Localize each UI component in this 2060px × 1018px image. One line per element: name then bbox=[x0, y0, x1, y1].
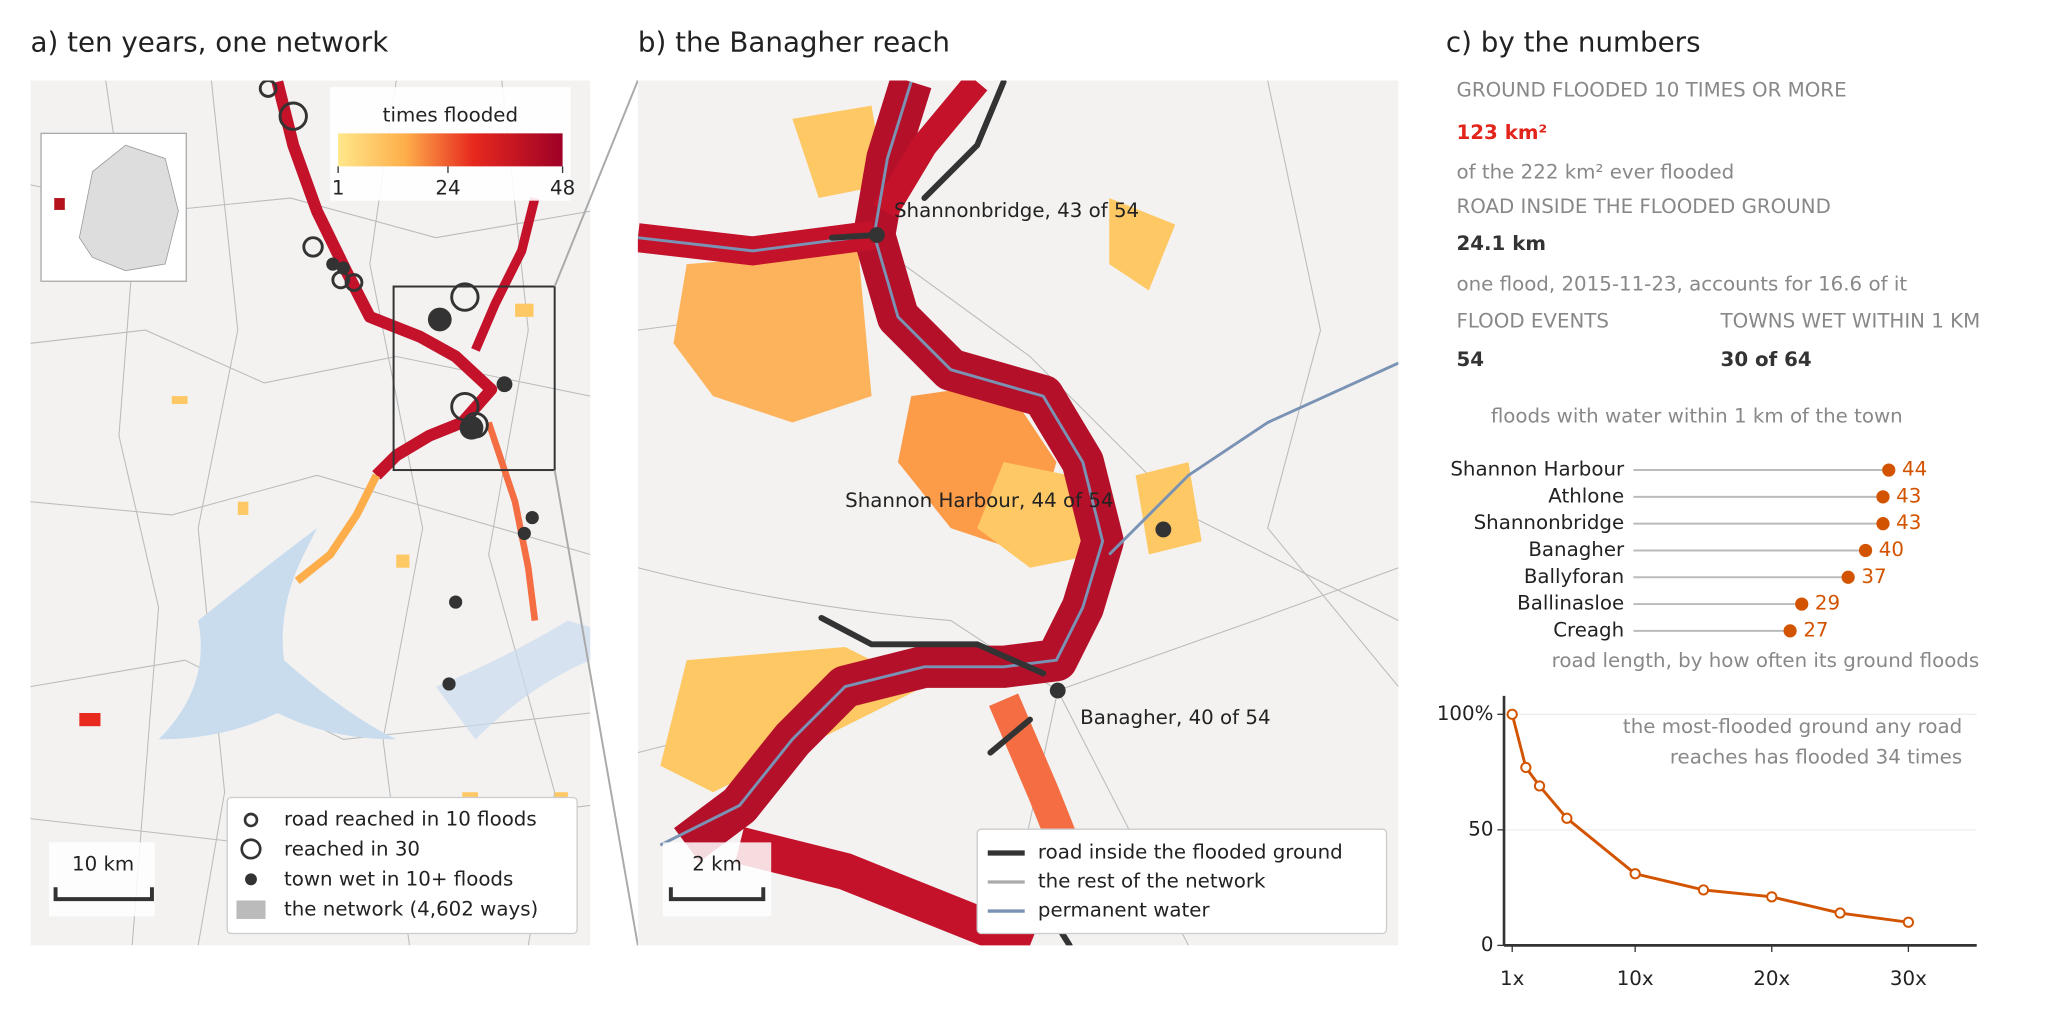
town-label: Banagher, 40 of 54 bbox=[1080, 706, 1270, 729]
scale-label: 10 km bbox=[72, 852, 134, 875]
point bbox=[1697, 884, 1710, 896]
category-label: Banagher bbox=[1528, 538, 1625, 561]
colorbar bbox=[338, 133, 563, 167]
annotation: reaches has flooded 34 times bbox=[1670, 745, 1962, 768]
legend-label: road inside the flooded ground bbox=[1038, 840, 1343, 863]
y-tick-label: 0 bbox=[1481, 933, 1494, 956]
dot bbox=[1783, 624, 1797, 638]
zoom-box bbox=[392, 285, 556, 472]
category-label: Shannon Harbour bbox=[1450, 458, 1625, 481]
value-label: 43 bbox=[1896, 511, 1921, 534]
category-label: Creagh bbox=[1553, 618, 1624, 641]
panel-title: a) ten years, one network bbox=[30, 26, 388, 59]
stat-note: one flood, 2015-11-23, accounts for 16.6… bbox=[1456, 273, 1907, 296]
value-label: 37 bbox=[1861, 565, 1886, 588]
point bbox=[1561, 812, 1573, 824]
value-label: 44 bbox=[1902, 458, 1927, 481]
category-label: Ballyforan bbox=[1524, 565, 1624, 588]
chart-title: road length, by how often its ground flo… bbox=[1552, 649, 1980, 672]
dot bbox=[1876, 490, 1890, 504]
map-b bbox=[637, 80, 1399, 946]
dot bbox=[1841, 570, 1855, 584]
legend-label: the rest of the network bbox=[1038, 870, 1266, 893]
point bbox=[1629, 868, 1641, 880]
colorbar-title: times flooded bbox=[383, 104, 518, 127]
value-label: 29 bbox=[1815, 592, 1840, 615]
panel-title: b) the Banagher reach bbox=[638, 26, 950, 59]
stat-label: GROUND FLOODED 10 TIMES OR MORE bbox=[1456, 79, 1846, 102]
dot bbox=[1876, 517, 1890, 531]
point bbox=[1834, 907, 1846, 919]
town-label: Shannonbridge, 43 of 54 bbox=[894, 199, 1139, 222]
legend-label: town wet in 10+ floods bbox=[284, 867, 513, 890]
legend-label: reached in 30 bbox=[284, 837, 420, 860]
chart-title: floods with water within 1 km of the tow… bbox=[1491, 405, 1903, 428]
dot bbox=[1882, 463, 1896, 477]
town-label: Shannon Harbour, 44 of 54 bbox=[845, 489, 1113, 512]
dot bbox=[1795, 597, 1809, 611]
x-tick-label: 20x bbox=[1753, 967, 1790, 990]
scale-label: 2 km bbox=[692, 852, 742, 875]
colorbar-tick-label: 1 bbox=[332, 176, 345, 199]
legend-b bbox=[976, 828, 1388, 935]
stat-label: FLOOD EVENTS bbox=[1456, 310, 1608, 333]
point bbox=[1766, 891, 1778, 903]
dot bbox=[1858, 543, 1873, 558]
category-label: Shannonbridge bbox=[1474, 511, 1625, 534]
category-label: Athlone bbox=[1548, 484, 1624, 507]
annotation: the most-flooded ground any road bbox=[1623, 715, 1962, 738]
point bbox=[1506, 708, 1518, 720]
scale-bar bbox=[53, 887, 154, 902]
point bbox=[1520, 761, 1532, 774]
colorbar-tick-label: 24 bbox=[435, 176, 460, 199]
panel-title: c) by the numbers bbox=[1446, 26, 1701, 59]
x-tick-label: 1x bbox=[1500, 967, 1525, 990]
point bbox=[1902, 916, 1915, 928]
stat-value: 123 km² bbox=[1456, 121, 1547, 144]
point bbox=[1533, 780, 1546, 792]
stat-value: 54 bbox=[1456, 348, 1484, 371]
stat-label: ROAD INSIDE THE FLOODED GROUND bbox=[1456, 195, 1830, 218]
legend-a bbox=[226, 796, 578, 935]
x-tick-label: 30x bbox=[1890, 967, 1927, 990]
legend-label: the network (4,602 ways) bbox=[284, 897, 538, 920]
stat-note: of the 222 km² ever flooded bbox=[1456, 160, 1734, 183]
value-label: 40 bbox=[1879, 538, 1904, 561]
stat-value: 24.1 km bbox=[1456, 232, 1546, 255]
colorbar-tick-label: 48 bbox=[550, 176, 575, 199]
y-tick-label: 50 bbox=[1468, 817, 1493, 840]
legend-label: permanent water bbox=[1038, 899, 1211, 922]
value-label: 43 bbox=[1896, 484, 1921, 507]
x-tick-label: 10x bbox=[1617, 967, 1654, 990]
value-label: 27 bbox=[1803, 618, 1828, 641]
y-tick-label: 100% bbox=[1437, 702, 1494, 725]
stat-label: TOWNS WET WITHIN 1 KM bbox=[1720, 310, 1981, 333]
category-label: Ballinasloe bbox=[1517, 592, 1624, 615]
scale-bar bbox=[668, 887, 766, 902]
stat-value: 30 of 64 bbox=[1721, 348, 1812, 371]
legend-label: road reached in 10 floods bbox=[284, 807, 537, 830]
